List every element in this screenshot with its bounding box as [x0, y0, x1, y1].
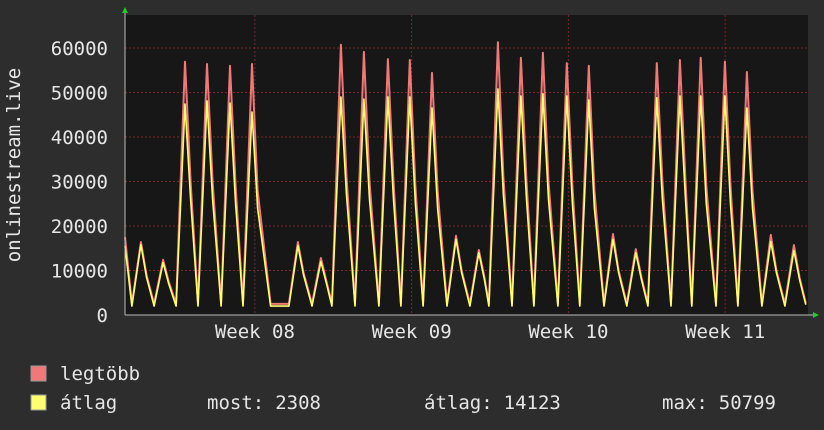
legend-label: átlag: [60, 392, 117, 414]
y-tick-label: 10000: [51, 260, 108, 282]
axis-arrow: [813, 312, 819, 318]
legend-label: legtöbb: [60, 363, 140, 385]
series-line: [124, 88, 807, 307]
y-tick-label: 30000: [51, 171, 108, 193]
y-tick-label: 40000: [51, 127, 108, 149]
x-tick-label: Week 11: [685, 321, 765, 343]
legend-swatch: [30, 365, 47, 382]
stat-label: most:: [207, 392, 264, 414]
stat-value: 2308: [275, 392, 321, 414]
legend: legtöbb átlag most: 2308 átlag: 14123 max: 5079…: [30, 363, 776, 414]
stat: max: 50799: [662, 392, 776, 414]
y-tick-label: 60000: [51, 38, 108, 60]
y-tick-label: 20000: [51, 216, 108, 238]
axis-arrow: [122, 7, 128, 13]
plot: [124, 15, 808, 316]
stat-label: max:: [662, 392, 708, 414]
x-tick-label: Week 08: [215, 321, 295, 343]
x-tick-label: Week 10: [528, 321, 608, 343]
stat: most: 2308: [207, 392, 321, 414]
stat-value: 14123: [504, 392, 561, 414]
stat-label: átlag:: [424, 392, 493, 414]
y-tick-label: 50000: [51, 82, 108, 104]
y-tick-label: 0: [97, 305, 108, 327]
stat-value: 50799: [719, 392, 776, 414]
legend-swatch: [30, 394, 47, 411]
x-tick-label: Week 09: [372, 321, 452, 343]
stat: átlag: 14123: [424, 392, 561, 414]
y-axis-title: onlinestream.live: [3, 68, 25, 262]
